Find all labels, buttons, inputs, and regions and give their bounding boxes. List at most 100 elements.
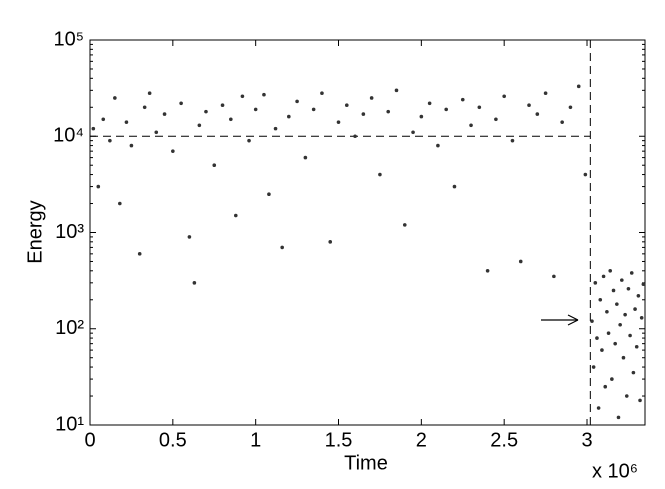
- point: [518, 259, 523, 264]
- point: [212, 163, 217, 168]
- point: [137, 252, 142, 256]
- point: [171, 149, 175, 153]
- point: [113, 96, 117, 100]
- point: [596, 406, 601, 410]
- point: [179, 101, 183, 106]
- point: [603, 384, 608, 389]
- point: [527, 103, 531, 108]
- point: [353, 134, 357, 139]
- point: [402, 223, 407, 227]
- point: [593, 281, 598, 285]
- point: [624, 394, 629, 398]
- point: [502, 94, 506, 99]
- point: [411, 130, 415, 135]
- point: [328, 240, 333, 244]
- point: [361, 112, 366, 116]
- point: [386, 109, 391, 114]
- point: [247, 138, 251, 143]
- point: [192, 281, 197, 285]
- point: [229, 117, 233, 122]
- point: [620, 278, 624, 282]
- point: [197, 123, 202, 128]
- y-tick-label: 10²: [55, 317, 84, 339]
- point: [253, 107, 258, 112]
- point: [552, 274, 556, 279]
- point: [510, 138, 515, 143]
- point: [444, 107, 448, 112]
- point: [147, 91, 152, 96]
- point: [320, 91, 324, 96]
- point: [618, 322, 622, 327]
- point: [108, 138, 112, 143]
- plot-frame: [89, 39, 646, 426]
- point: [233, 213, 238, 218]
- point: [611, 288, 616, 293]
- point: [142, 105, 147, 110]
- point: [262, 92, 266, 97]
- x-tick-label: 2.5: [490, 429, 518, 451]
- point: [576, 84, 581, 89]
- x-tick-label: 3: [581, 429, 592, 451]
- point: [613, 341, 617, 346]
- point: [606, 331, 611, 335]
- point: [595, 336, 599, 340]
- point: [469, 123, 473, 128]
- point: [600, 348, 604, 352]
- point: [560, 120, 564, 124]
- point: [591, 365, 596, 369]
- point: [638, 398, 642, 403]
- point: [344, 103, 349, 108]
- point: [636, 293, 641, 298]
- point: [460, 97, 465, 102]
- point: [633, 307, 637, 311]
- point: [583, 172, 588, 177]
- y-tick-label: 10³: [55, 221, 84, 243]
- point: [124, 120, 129, 124]
- point: [220, 103, 225, 108]
- point: [295, 99, 299, 104]
- point: [378, 172, 382, 177]
- point: [616, 415, 621, 420]
- x-tick-label: 0: [84, 429, 95, 451]
- point: [615, 302, 619, 306]
- point: [287, 114, 291, 119]
- point: [436, 143, 440, 148]
- point: [187, 235, 192, 239]
- point: [623, 312, 627, 317]
- point: [154, 130, 159, 135]
- point: [485, 269, 490, 273]
- point: [626, 287, 631, 291]
- y-tick-label: 10⁴: [53, 125, 84, 147]
- point: [535, 112, 540, 116]
- point: [598, 297, 603, 302]
- point: [273, 126, 278, 131]
- point: [605, 310, 609, 314]
- point: [394, 88, 399, 93]
- point: [129, 143, 134, 148]
- point: [631, 370, 636, 375]
- x-tick-label: 2: [416, 429, 427, 451]
- point: [568, 105, 573, 110]
- point: [240, 94, 245, 99]
- point: [369, 96, 374, 100]
- point: [267, 192, 271, 196]
- point: [477, 105, 482, 110]
- x-tick-label: 1.5: [325, 429, 353, 451]
- point: [162, 112, 167, 116]
- point: [641, 282, 646, 287]
- point: [303, 155, 308, 160]
- point: [628, 333, 632, 338]
- point: [118, 201, 122, 206]
- x-tick-label: 0.5: [159, 429, 187, 451]
- y-tick-label: 10¹: [55, 413, 84, 435]
- point: [96, 184, 101, 189]
- point: [610, 377, 614, 381]
- point: [494, 117, 498, 122]
- point: [280, 245, 284, 250]
- point: [543, 91, 548, 96]
- point: [427, 101, 432, 106]
- point: [91, 126, 96, 131]
- point: [311, 107, 316, 112]
- point: [621, 355, 626, 360]
